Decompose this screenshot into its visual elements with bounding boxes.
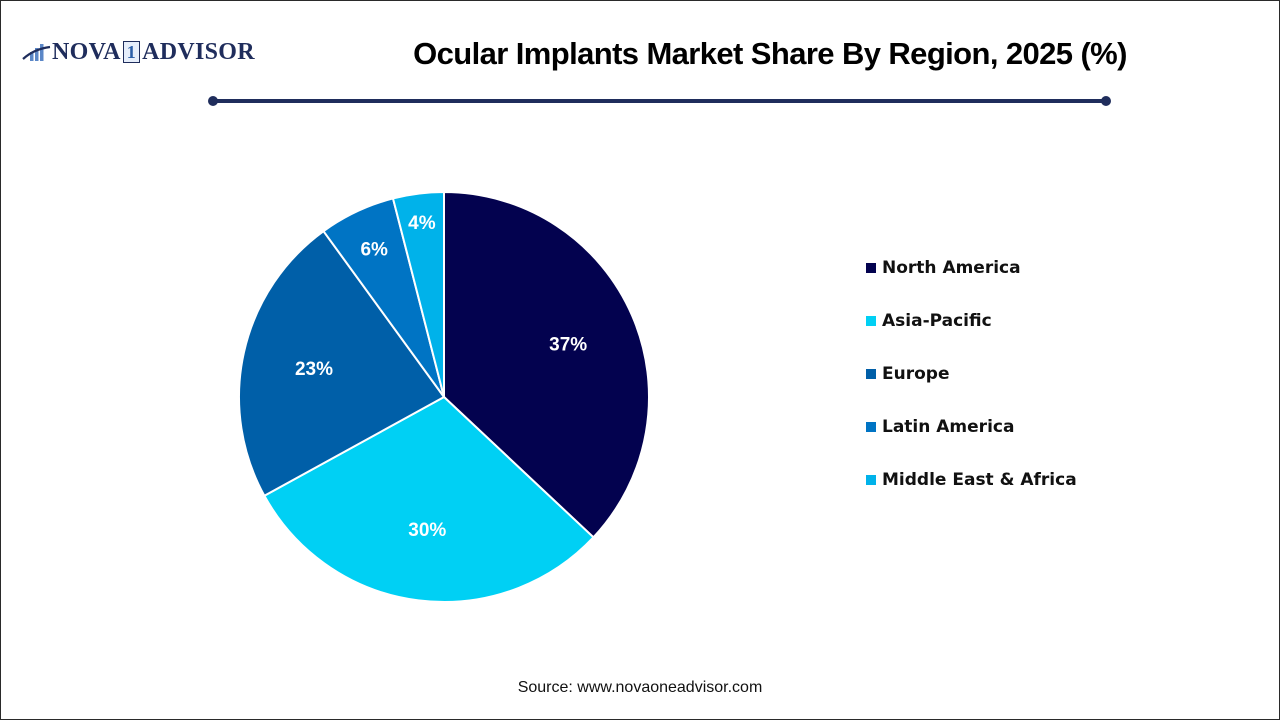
title-underline (213, 99, 1107, 103)
slice-label: 30% (408, 520, 446, 541)
chart-legend: North America Asia-Pacific Europe Latin … (866, 257, 1077, 522)
legend-label: Middle East & Africa (882, 470, 1077, 490)
slice-middle-east-africa (391, 190, 445, 398)
legend-item-middle-east-africa: Middle East & Africa (866, 469, 1077, 491)
nova-advisor-logo: NOVA 1 ADVISOR (22, 36, 255, 68)
chart-title: Ocular Implants Market Share By Region, … (413, 36, 1127, 71)
slice-label: 37% (549, 334, 587, 355)
legend-label: Europe (882, 364, 950, 384)
slice-label: 4% (408, 213, 436, 234)
legend-label: Latin America (882, 417, 1015, 437)
title-underline-dot-right (1101, 96, 1111, 106)
legend-item-latin-america: Latin America (866, 416, 1077, 438)
legend-swatch (866, 422, 876, 432)
legend-swatch (866, 369, 876, 379)
legend-swatch (866, 263, 876, 273)
legend-item-asia-pacific: Asia-Pacific (866, 310, 1077, 332)
slice-label: 6% (360, 240, 388, 261)
source-note: Source: www.novaoneadvisor.com (517, 679, 763, 696)
logo-text-nova: NOVA (52, 38, 121, 65)
legend-label: North America (882, 258, 1021, 278)
logo-wordmark: NOVA 1 ADVISOR (52, 39, 255, 66)
logo-text-one: 1 (122, 41, 141, 63)
slice-north-america (443, 190, 650, 539)
legend-item-north-america: North America (866, 257, 1077, 279)
legend-item-europe: Europe (866, 363, 1077, 385)
legend-swatch (866, 475, 876, 485)
slice-label: 23% (295, 359, 333, 380)
logo-text-advisor: ADVISOR (142, 38, 255, 65)
slice-europe (238, 229, 446, 498)
legend-label: Asia-Pacific (882, 311, 992, 331)
title-underline-dot-left (208, 96, 218, 106)
bar-chart-swoosh-icon (22, 44, 51, 61)
legend-swatch (866, 316, 876, 326)
slice-asia-pacific (262, 395, 595, 603)
